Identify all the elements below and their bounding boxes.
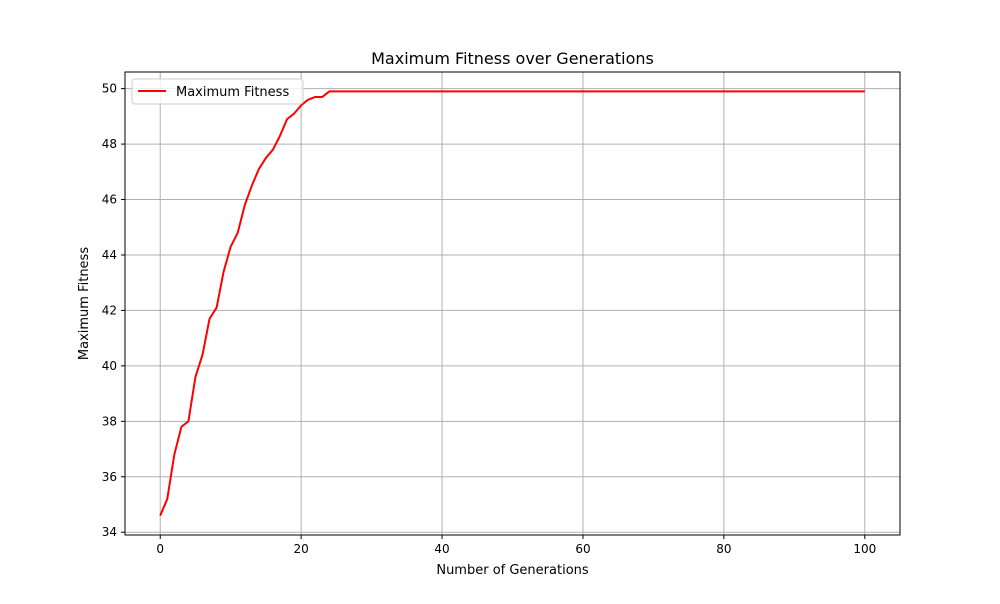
x-tick-label: 100 <box>853 542 876 556</box>
y-tick-label: 38 <box>102 414 117 428</box>
x-axis-label: Number of Generations <box>436 563 589 578</box>
legend: Maximum Fitness <box>131 78 304 105</box>
x-tick-label: 0 <box>156 542 164 556</box>
y-tick-label: 48 <box>102 137 117 151</box>
x-tick-label: 60 <box>575 542 590 556</box>
y-tick-label: 34 <box>102 525 117 539</box>
series-line-maximum-fitness <box>159 90 865 516</box>
x-tick-label: 80 <box>716 542 731 556</box>
y-axis-label: Maximum Fitness <box>77 247 92 360</box>
grid <box>125 72 900 535</box>
axes-frame <box>124 71 901 536</box>
series-layer <box>159 90 865 516</box>
y-tick-label: 36 <box>102 470 117 484</box>
x-axis-ticks: 0 20 40 60 80 100 <box>156 535 876 556</box>
y-tick-label: 44 <box>102 248 117 262</box>
chart-title: Maximum Fitness over Generations <box>371 49 654 68</box>
y-tick-label: 50 <box>102 82 117 96</box>
x-tick-label: 20 <box>293 542 308 556</box>
y-tick-label: 42 <box>102 303 117 317</box>
legend-label-maximum-fitness: Maximum Fitness <box>176 85 289 100</box>
y-tick-label: 40 <box>102 359 117 373</box>
y-axis-ticks: 34 36 38 40 42 44 46 48 50 <box>102 82 125 539</box>
legend-box <box>131 78 304 105</box>
x-tick-label: 40 <box>434 542 449 556</box>
y-tick-label: 46 <box>102 193 117 207</box>
